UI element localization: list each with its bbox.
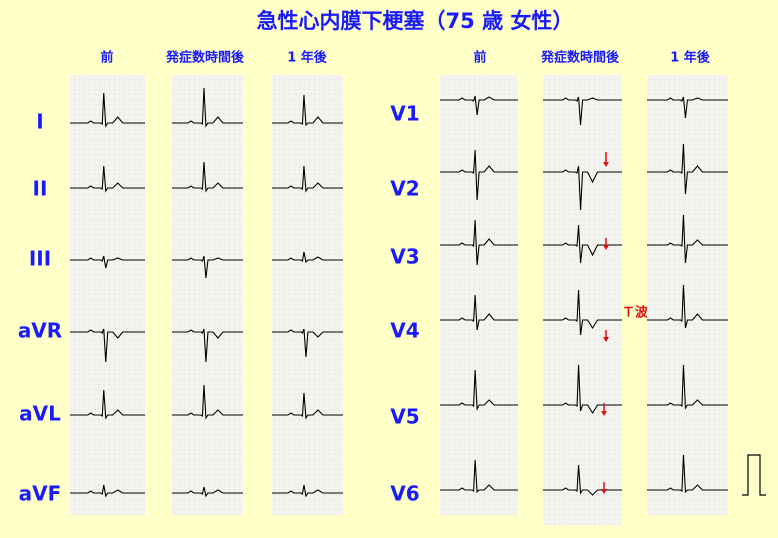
ecg-trace bbox=[70, 328, 145, 363]
column-header: 1 年後 bbox=[670, 50, 711, 66]
ecg-trace bbox=[543, 289, 622, 336]
ecg-trace bbox=[272, 328, 343, 358]
ecg-trace bbox=[70, 255, 145, 269]
ecg-strip bbox=[70, 75, 145, 515]
lead-label: V1 bbox=[390, 102, 419, 126]
ecg-trace bbox=[272, 94, 343, 127]
lead-label: aVR bbox=[18, 319, 62, 343]
calibration-pulse bbox=[742, 454, 766, 496]
red-arrow-head bbox=[601, 411, 607, 416]
ecg-strip bbox=[272, 75, 343, 515]
ecg-trace bbox=[272, 392, 343, 420]
red-arrow-head bbox=[601, 489, 607, 494]
lead-label: V6 bbox=[390, 482, 419, 506]
ecg-strip bbox=[172, 75, 243, 515]
ecg-trace bbox=[647, 284, 728, 329]
lead-label: II bbox=[33, 177, 48, 201]
title: 急性心内膜下梗塞（75 歳 女性） bbox=[257, 9, 574, 33]
column-header: 前 bbox=[100, 50, 113, 66]
ecg-trace bbox=[647, 96, 728, 119]
ecg-strip bbox=[543, 75, 622, 525]
column-header: 1 年後 bbox=[287, 50, 328, 66]
lead-label: V4 bbox=[390, 319, 419, 343]
red-arrow-head bbox=[603, 245, 609, 250]
ecg-trace bbox=[647, 143, 728, 195]
ecg-trace bbox=[647, 214, 728, 264]
ecg-trace bbox=[440, 369, 518, 412]
ecg-trace bbox=[70, 92, 145, 128]
ecg-trace bbox=[440, 459, 518, 494]
ecg-trace bbox=[70, 165, 145, 193]
ecg-trace bbox=[543, 464, 622, 496]
lead-label: aVL bbox=[19, 402, 61, 426]
ecg-trace bbox=[70, 484, 145, 498]
ecg-trace bbox=[440, 294, 518, 331]
ecg-trace bbox=[70, 389, 145, 420]
ecg-trace bbox=[543, 165, 622, 211]
ecg-trace bbox=[440, 95, 518, 116]
ecg-trace bbox=[647, 364, 728, 410]
lead-label: V5 bbox=[390, 405, 419, 429]
ecg-trace bbox=[172, 328, 243, 363]
red-arrow-head bbox=[603, 337, 609, 342]
ecg-trace bbox=[440, 219, 518, 266]
column-header: 発症数時間後 bbox=[540, 50, 620, 66]
ecg-strip bbox=[647, 75, 728, 515]
ecg-trace bbox=[272, 251, 343, 264]
ecg-strip bbox=[440, 75, 518, 515]
ecg-trace bbox=[172, 255, 243, 279]
lead-label: V3 bbox=[390, 245, 419, 269]
ecg-trace bbox=[172, 486, 243, 498]
ecg-trace bbox=[272, 484, 343, 498]
ecg-trace bbox=[543, 96, 622, 126]
red-arrow-head bbox=[603, 162, 609, 167]
ecg-trace bbox=[172, 87, 243, 128]
lead-label: I bbox=[36, 110, 43, 134]
ecg-trace bbox=[272, 165, 343, 193]
ecg-trace bbox=[543, 364, 622, 415]
ecg-trace bbox=[440, 149, 518, 201]
column-header: 発症数時間後 bbox=[165, 50, 245, 66]
ecg-trace bbox=[647, 454, 728, 494]
ecg-trace bbox=[172, 161, 243, 193]
ecg-trace bbox=[543, 224, 622, 264]
lead-label: III bbox=[29, 247, 51, 271]
ecg-trace bbox=[172, 384, 243, 420]
column-header: 前 bbox=[473, 50, 486, 66]
lead-label: aVF bbox=[19, 482, 62, 506]
lead-label: V2 bbox=[390, 177, 419, 201]
